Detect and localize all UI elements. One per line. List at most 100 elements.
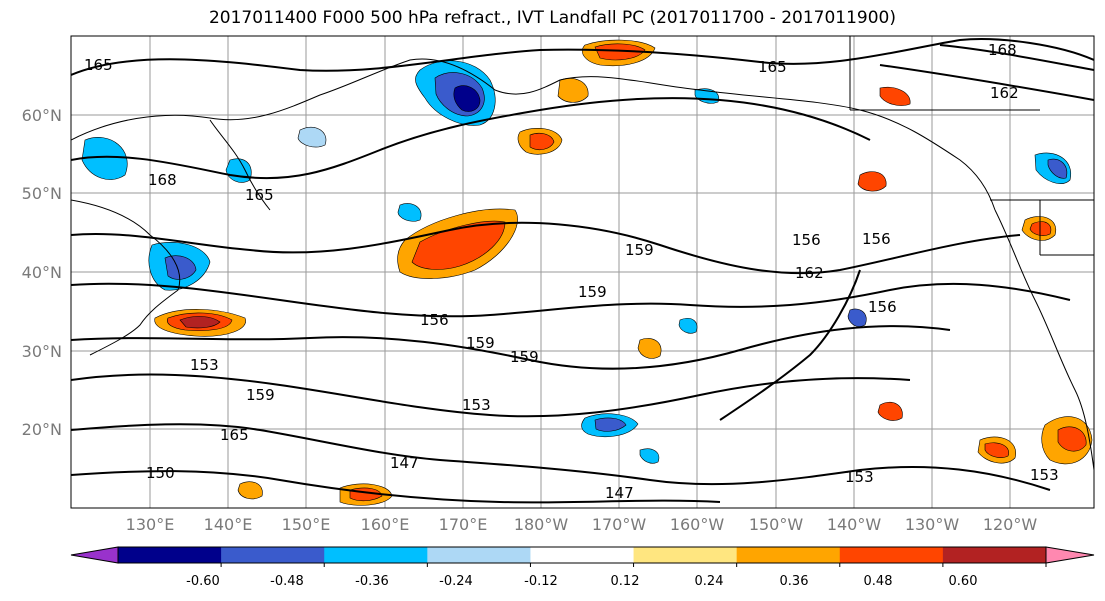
lat-label: 50°N	[22, 184, 62, 203]
colorbar-segment	[118, 547, 222, 563]
contour-165-north	[71, 38, 1094, 76]
contour-label: 153	[845, 468, 874, 486]
coast-kamchatka	[209, 119, 271, 211]
contour-label: 150	[146, 464, 175, 482]
contour-label: 162	[795, 264, 824, 282]
contour-label: 156	[792, 231, 821, 249]
blob-pos-south-2	[237, 481, 263, 500]
latitude-labels: 60°N 50°N 40°N 30°N 20°N	[22, 106, 62, 439]
colorbar-outline-right	[1045, 546, 1095, 564]
lon-label: 180°W	[514, 515, 569, 534]
blob-neg-east-mid	[847, 308, 867, 327]
contour-label: 165	[84, 56, 113, 74]
blob-pos-west-dark	[179, 316, 221, 329]
contour-159	[71, 282, 1071, 318]
contour-153	[71, 373, 911, 418]
colorbar-tick-label: 0.48	[864, 574, 893, 589]
blob-neg-kamchatka	[297, 126, 327, 148]
blob-pos-hawaii-n	[637, 338, 662, 359]
contour-165-mid	[71, 97, 871, 180]
colorbar-segment	[530, 547, 635, 563]
colorbar-segment	[736, 547, 841, 563]
colorbar-tick-label: -0.24	[439, 574, 473, 589]
contour-label: 159	[510, 348, 539, 366]
contour-150	[71, 423, 1051, 491]
blob-neg-subtrop-core	[594, 417, 627, 432]
contour-label: 147	[390, 454, 419, 472]
blob-neg-nw-pacific	[397, 203, 422, 222]
lat-label: 40°N	[22, 263, 62, 282]
colorbar-segment	[221, 547, 325, 563]
contour-label: 156	[868, 298, 897, 316]
contour-168-ne	[939, 44, 1094, 71]
contour-label: 156	[420, 311, 449, 329]
lon-label: 130°E	[126, 515, 175, 534]
blob-pos-mid-trop	[877, 401, 903, 421]
lon-label: 140°W	[827, 515, 882, 534]
colorbar-tick-label: 0.36	[780, 574, 809, 589]
contour-label: 159	[578, 283, 607, 301]
colorbar-segment	[942, 547, 1047, 563]
contour-trough	[719, 269, 861, 421]
colorbar-segment	[633, 547, 738, 563]
lon-label: 120°W	[983, 515, 1038, 534]
contour-label: 156	[862, 230, 891, 248]
blob-pos-baja-core	[1057, 426, 1087, 452]
colorbar-tick-label: -0.36	[355, 574, 389, 589]
height-contours	[71, 38, 1094, 504]
colorbar-segments	[71, 547, 1094, 563]
blob-neg-bering-core	[453, 85, 481, 112]
map-frame	[70, 35, 1095, 509]
colorbar-segment	[839, 547, 944, 563]
blob-neg-canada-core	[1047, 158, 1068, 179]
border-alaska	[849, 36, 1040, 111]
colorbar-ticks	[220, 563, 1047, 567]
coastlines	[71, 36, 1094, 471]
contour-label: 168	[988, 41, 1017, 59]
blob-pos-central-core	[411, 220, 506, 270]
contour-147	[71, 470, 721, 504]
refractivity-fill	[81, 39, 1093, 506]
contour-label: 153	[1030, 466, 1059, 484]
contour-156-mid	[71, 325, 951, 370]
lon-label: 150°E	[282, 515, 331, 534]
blob-pos-bering-core	[529, 132, 555, 151]
blob-neg-siberia	[81, 137, 128, 180]
colorbar-tick-label: -0.60	[186, 574, 220, 589]
coast-na-west	[994, 209, 1094, 471]
colorbar-tick-labels: -0.60 -0.48 -0.36 -0.24 -0.12 0.12 0.24 …	[186, 574, 977, 589]
contour-label: 168	[148, 171, 177, 189]
lat-label: 60°N	[22, 106, 62, 125]
colorbar: -0.60 -0.48 -0.36 -0.24 -0.12 0.12 0.24 …	[70, 546, 1095, 589]
contour-label: 159	[246, 386, 275, 404]
contour-label: 153	[462, 396, 491, 414]
blob-neg-japan-core	[164, 255, 197, 280]
blob-neg-trop-2	[639, 448, 660, 464]
contour-label: 162	[990, 84, 1019, 102]
lon-label: 170°W	[592, 515, 647, 534]
contour-162-ne	[879, 64, 1094, 101]
colorbar-tick-label: 0.12	[611, 574, 640, 589]
colorbar-tick-label: -0.12	[524, 574, 558, 589]
colorbar-extend-high	[1046, 547, 1094, 563]
lon-label: 160°W	[670, 515, 725, 534]
lat-label: 20°N	[22, 420, 62, 439]
contour-label: 165	[220, 426, 249, 444]
blob-pos-east-trop-core	[984, 442, 1009, 458]
colorbar-tick-label: 0.60	[949, 574, 978, 589]
colorbar-extend-low	[71, 547, 118, 563]
contour-label: 165	[758, 58, 787, 76]
lon-label: 130°W	[905, 515, 960, 534]
contour-label: 159	[466, 334, 495, 352]
contour-labels: 165 168 165 168 162 165 153 159 156 156 …	[84, 41, 1059, 502]
blob-pos-alaska-n	[879, 87, 911, 106]
colorbar-segment	[427, 547, 531, 563]
lon-label: 140°E	[204, 515, 253, 534]
contour-label: 147	[605, 484, 634, 502]
blob-pos-gulf-alaska	[857, 171, 887, 192]
blob-pos-arctic-core	[594, 43, 646, 61]
lon-label: 150°W	[749, 515, 804, 534]
border-us-canada	[990, 199, 1094, 256]
plot-title: 2017011400 F000 500 hPa refract., IVT La…	[208, 8, 896, 28]
contour-label: 165	[245, 186, 274, 204]
